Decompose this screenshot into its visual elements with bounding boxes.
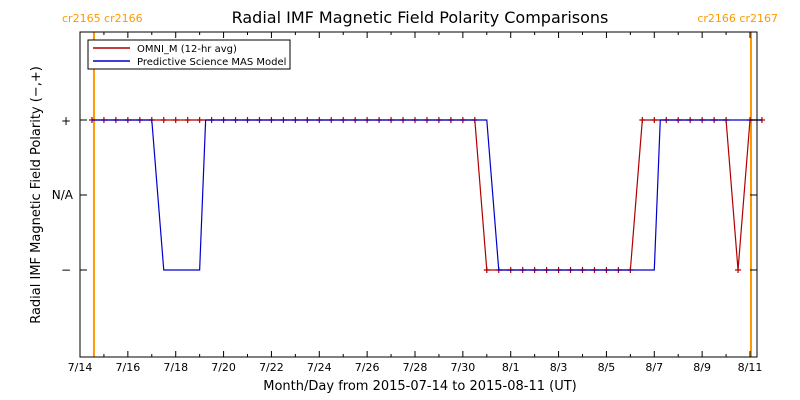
series-layer <box>88 117 765 273</box>
legend-box <box>87 39 291 70</box>
chart-title: Radial IMF Magnetic Field Polarity Compa… <box>232 8 609 27</box>
carrington-rotation-lines <box>92 32 752 357</box>
carrington-label-left: cr2165 cr2166 <box>62 12 143 25</box>
x-tick-label-15: 8/11 <box>738 361 763 374</box>
ytick-label-na: N/A <box>52 188 74 202</box>
x-tick-label-7: 7/26 <box>355 361 380 374</box>
x-tick-label-8: 7/28 <box>403 361 428 374</box>
legend-label-mas: Predictive Science MAS Model <box>137 57 286 68</box>
x-tick-label-2: 7/16 <box>116 361 141 374</box>
x-tick-label-6: 7/24 <box>307 361 332 374</box>
data-point-1-55 <box>735 267 742 273</box>
x-tick-label-9: 7/30 <box>451 361 476 374</box>
data-point-1-9 <box>184 117 191 123</box>
x-tick-label-10: 8/1 <box>502 361 520 374</box>
x-tick-label-4: 7/20 <box>211 361 236 374</box>
x-tick-label-14: 8/9 <box>693 361 711 374</box>
legend: OMNI_M (12-hr avg) Predictive Science MA… <box>87 39 291 70</box>
ytick-label-minus: − <box>61 263 71 277</box>
legend-label-omni: OMNI_M (12-hr avg) <box>137 44 237 55</box>
ytick-label-plus: + <box>61 114 71 128</box>
y-axis-label: Radial IMF Magnetic Field Polarity (−,+) <box>29 66 44 324</box>
data-point-1-48 <box>651 117 658 123</box>
axis-ticks <box>79 32 757 357</box>
carrington-label-right: cr2166 cr2167 <box>697 12 778 25</box>
x-tick-label-1: 7/14 <box>68 361 93 374</box>
data-point-1-34 <box>483 267 490 273</box>
series-line-1 <box>91 119 762 271</box>
data-point-1-47 <box>639 117 646 123</box>
x-tick-label-3: 7/18 <box>163 361 188 374</box>
series-line-2 <box>91 119 762 271</box>
x-tick-label-11: 8/3 <box>550 361 568 374</box>
plot-frame <box>79 31 758 358</box>
x-tick-label-13: 8/7 <box>645 361 663 374</box>
data-point-1-8 <box>172 117 179 123</box>
x-tick-label-5: 7/22 <box>259 361 284 374</box>
x-tick-label-12: 8/5 <box>598 361 616 374</box>
data-point-1-7 <box>160 117 167 123</box>
x-tick-labels: 7/14 7/16 7/18 7/20 7/22 7/24 7/26 7/28 7/30 8/1 8… <box>68 361 763 374</box>
x-axis-label: Month/Day from 2015-07-14 to 2015-08-11 … <box>263 379 576 394</box>
data-point-1-10 <box>196 117 203 123</box>
